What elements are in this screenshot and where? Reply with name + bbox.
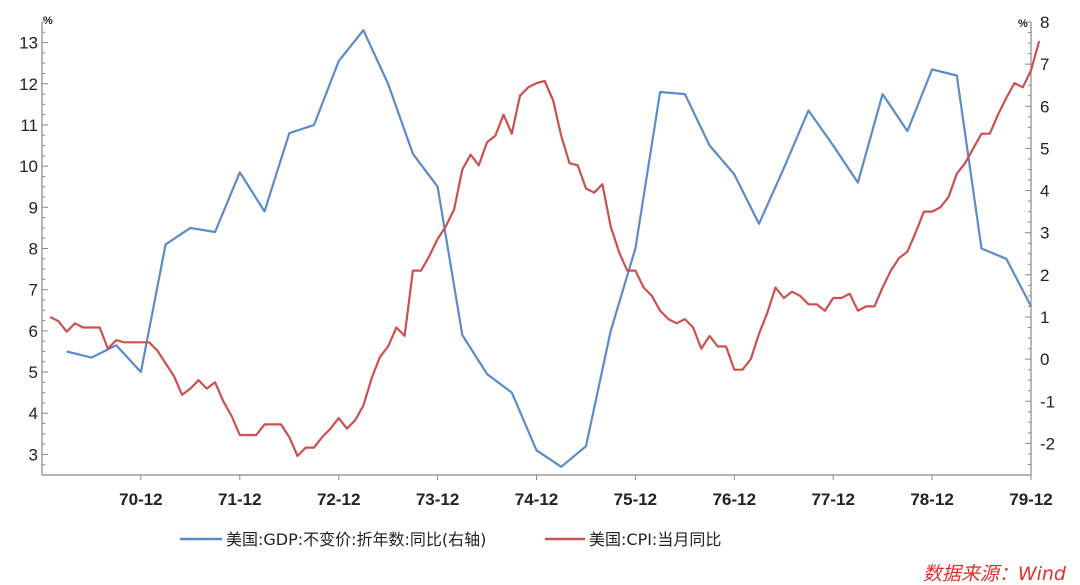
left-axis-ticks: 3 4 5 6 7 8 9 10 11 12 13 <box>19 21 48 476</box>
left-axis-unit: % <box>43 15 53 27</box>
plot-frame <box>41 22 1032 476</box>
right-tick-label: 1 <box>1040 308 1049 327</box>
x-tick-label: 79-12 <box>1009 490 1052 509</box>
series-line-gdp <box>66 29 1032 468</box>
x-tick-label: 74-12 <box>515 490 558 509</box>
x-tick-label: 78-12 <box>910 490 953 509</box>
right-axis-unit: % <box>1018 18 1028 30</box>
legend-label-cpi: 美国:CPI:当月同比 <box>589 530 721 549</box>
right-tick-label: 5 <box>1040 139 1049 158</box>
left-tick-label: 3 <box>29 445 38 464</box>
left-tick-label: 12 <box>19 75 38 94</box>
left-tick-label: 6 <box>29 322 38 341</box>
left-tick-label: 10 <box>19 157 38 176</box>
left-tick-label: 5 <box>29 363 38 382</box>
left-tick-label: 11 <box>20 116 38 135</box>
right-tick-label: 0 <box>1040 350 1049 369</box>
right-tick-label: 2 <box>1040 266 1049 285</box>
x-tick-label: 73-12 <box>416 490 459 509</box>
right-tick-label: 4 <box>1040 182 1049 201</box>
legend-label-gdp: 美国:GDP:不变价:折年数:同比(右轴) <box>226 530 486 549</box>
x-tick-label: 71-12 <box>218 490 261 509</box>
right-tick-label: 3 <box>1040 224 1049 243</box>
right-tick-label: 6 <box>1040 97 1049 116</box>
right-axis-ticks: -2 -1 0 1 2 3 4 5 6 7 8 <box>1025 13 1055 476</box>
right-tick-label: 7 <box>1040 55 1049 74</box>
legend: 美国:GDP:不变价:折年数:同比(右轴) 美国:CPI:当月同比 <box>180 530 721 549</box>
series-layer <box>49 29 1041 468</box>
x-tick-label: 77-12 <box>811 490 854 509</box>
x-tick-label: 75-12 <box>614 490 657 509</box>
x-tick-label: 72-12 <box>317 490 360 509</box>
series-line-cpi <box>49 40 1041 458</box>
data-source-note: 数据来源：Wind <box>923 563 1067 585</box>
left-tick-label: 7 <box>29 281 38 300</box>
left-tick-label: 9 <box>29 198 38 217</box>
right-tick-label: -1 <box>1040 392 1055 411</box>
right-tick-label: 8 <box>1040 13 1049 32</box>
right-tick-label: -2 <box>1040 434 1055 453</box>
left-tick-label: 4 <box>29 404 38 423</box>
left-tick-label: 13 <box>19 34 38 53</box>
x-tick-label: 70-12 <box>119 490 162 509</box>
x-axis-ticks: 70-12 71-12 72-12 73-12 74-12 75-12 76-12 77-12… <box>119 475 1053 509</box>
left-tick-label: 8 <box>29 240 38 259</box>
x-tick-label: 76-12 <box>713 490 756 509</box>
